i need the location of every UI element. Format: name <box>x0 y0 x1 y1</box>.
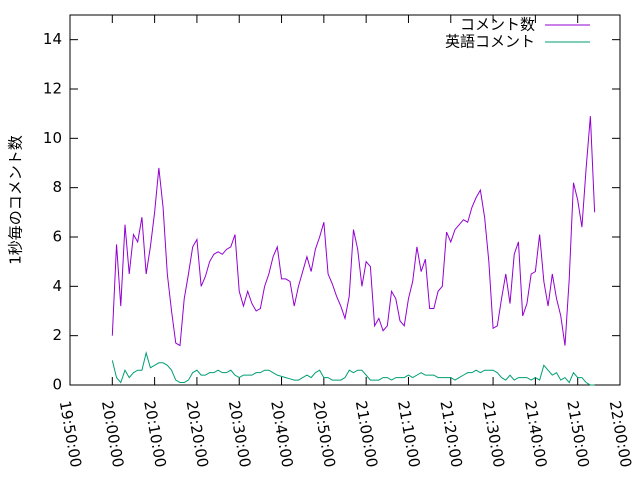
plot-frame <box>69 14 621 386</box>
y-tick-label: 12 <box>43 80 62 98</box>
series-line <box>111 350 595 386</box>
legend-label: 英語コメント <box>445 33 535 51</box>
y-tick-label: 8 <box>52 178 62 196</box>
y-tick-label: 6 <box>52 228 62 246</box>
y-tick-label: 10 <box>43 129 62 147</box>
x-tick-label: 21:20:00 <box>436 399 465 468</box>
series-line <box>111 116 596 347</box>
x-tick-label: 21:00:00 <box>352 399 381 468</box>
x-tick-label: 20:00:00 <box>98 399 127 468</box>
x-tick-label: 20:40:00 <box>267 399 296 468</box>
legend-label: コメント数 <box>460 16 535 34</box>
x-tick-label: 21:50:00 <box>563 399 592 468</box>
x-tick-label: 21:10:00 <box>394 399 423 468</box>
x-tick-label: 20:10:00 <box>140 399 169 468</box>
y-axis-label: 1秒毎のコメント数 <box>7 135 25 265</box>
x-tick-label: 20:50:00 <box>309 399 338 468</box>
y-tick-label: 0 <box>52 376 62 394</box>
y-tick-label: 4 <box>52 277 62 295</box>
x-tick-label: 22:00:00 <box>606 399 635 468</box>
x-tick-label: 21:40:00 <box>521 399 550 468</box>
x-tick-label: 20:20:00 <box>183 399 212 468</box>
x-tick-label: 20:30:00 <box>225 399 254 468</box>
x-tick-label: 19:50:00 <box>56 399 85 468</box>
x-tick-label: 21:30:00 <box>479 399 508 468</box>
y-tick-label: 14 <box>43 30 62 48</box>
y-tick-label: 2 <box>52 326 62 344</box>
